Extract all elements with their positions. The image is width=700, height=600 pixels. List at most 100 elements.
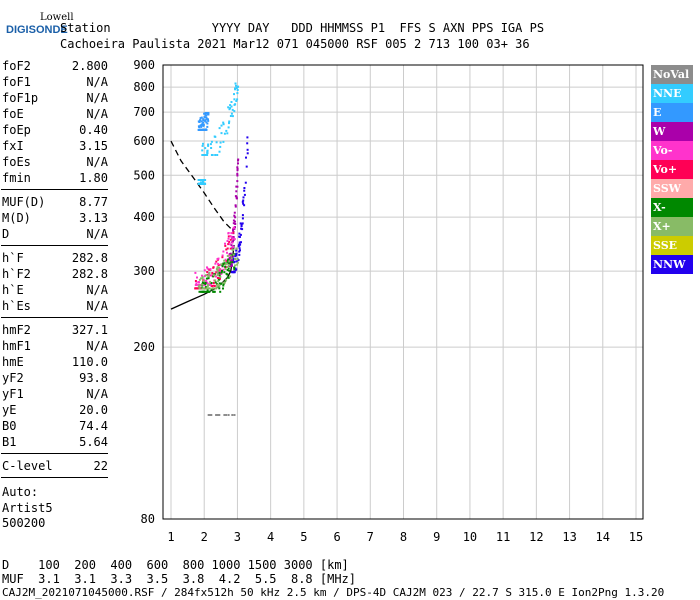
param-value: N/A [86, 387, 108, 401]
echo-point [202, 181, 204, 184]
echo-point [230, 262, 233, 265]
echo-point [230, 244, 233, 247]
echo-point [225, 129, 228, 132]
param-value: 20.0 [79, 403, 108, 417]
echo-point [220, 124, 223, 127]
echo-point [227, 243, 230, 246]
echo-point [216, 277, 219, 279]
param-row: foF1 N/A [2, 75, 108, 91]
echo-point [234, 255, 237, 258]
echo-point [220, 272, 223, 275]
echo-point [218, 150, 221, 153]
logo-digisonde: DIGISONDE [6, 24, 68, 36]
echo-point [236, 180, 239, 183]
echo-point [204, 128, 207, 131]
param-value: N/A [86, 107, 108, 121]
echo-point [200, 128, 202, 131]
echo-point [232, 229, 234, 232]
echo-point [216, 272, 219, 275]
echo-point [209, 143, 212, 146]
echo-point [194, 280, 197, 282]
muf-distance-row: D 100 200 400 600 800 1000 1500 3000 [km… [2, 558, 349, 572]
echo-point [236, 169, 239, 172]
echo-point [232, 231, 235, 234]
echo-point [226, 269, 229, 271]
param-value: 2.800 [71, 59, 108, 73]
param-label: C-level [2, 459, 53, 473]
echo-point [237, 162, 239, 165]
echo-point [238, 250, 241, 253]
echo-point [213, 285, 216, 287]
echo-point [218, 414, 221, 416]
echo-point [229, 115, 232, 117]
echo-point [205, 286, 207, 289]
echo-point [218, 287, 221, 290]
echo-point [246, 148, 249, 151]
legend-item-x-: X+ [651, 217, 693, 236]
param-separator [1, 245, 108, 246]
echo-point [239, 233, 242, 236]
legend-item-w: W [651, 122, 693, 141]
param-row: foF2 2.800 [2, 59, 108, 75]
echo-point [236, 166, 239, 169]
echo-point [225, 278, 228, 281]
echo-point [235, 100, 238, 102]
echo-point [231, 248, 234, 251]
echo-point [228, 260, 231, 263]
echo-point [209, 414, 212, 416]
x-tick-label: 10 [463, 530, 477, 544]
echo-point [234, 269, 237, 272]
echo-point [232, 245, 235, 248]
param-label: yF1 [2, 387, 24, 401]
echo-point [242, 199, 245, 202]
echo-point [218, 284, 221, 286]
echo-point [214, 154, 217, 156]
echo-point [232, 237, 235, 240]
echo-point [200, 179, 202, 182]
echo-point [215, 414, 218, 416]
param-label: foF1 [2, 75, 31, 89]
echo-point [225, 414, 228, 416]
echo-point [227, 258, 230, 261]
echo-point [223, 262, 226, 265]
echo-point [239, 222, 242, 225]
echo-cluster-e [197, 112, 210, 131]
echo-point [238, 235, 241, 238]
echo-point [219, 145, 222, 148]
echo-point [199, 119, 202, 122]
auto-label: Auto: [2, 485, 39, 499]
echo-point [206, 289, 209, 291]
echo-point [216, 154, 219, 156]
echo-point [216, 271, 219, 274]
echo-point [224, 242, 226, 245]
echo-point [233, 268, 236, 271]
echo-point [233, 414, 236, 416]
echo-point [235, 84, 237, 87]
echo-point [227, 232, 230, 234]
param-label: B1 [2, 435, 17, 449]
echo-point [234, 205, 237, 208]
echo-point [236, 89, 239, 91]
legend-item-x-: X- [651, 198, 693, 217]
legend-item-e: E [651, 103, 693, 122]
echo-point [199, 181, 202, 184]
echo-cluster-x- [197, 247, 239, 290]
param-label: h`Es [2, 299, 31, 313]
param-row: hmF1 N/A [2, 339, 108, 355]
echo-point [203, 269, 206, 272]
param-label: fxI [2, 139, 24, 153]
echo-point [224, 265, 227, 268]
echo-point [233, 271, 236, 274]
param-row: B1 5.64 [2, 435, 108, 451]
param-row: h`Es N/A [2, 299, 108, 315]
echo-point [230, 112, 233, 115]
echo-point [213, 290, 216, 293]
echo-point [203, 116, 206, 119]
echo-point [216, 414, 219, 416]
echo-point [217, 262, 220, 265]
echo-point [226, 240, 229, 242]
echo-point [223, 259, 226, 262]
echo-point [204, 283, 207, 285]
echo-point [206, 271, 209, 273]
